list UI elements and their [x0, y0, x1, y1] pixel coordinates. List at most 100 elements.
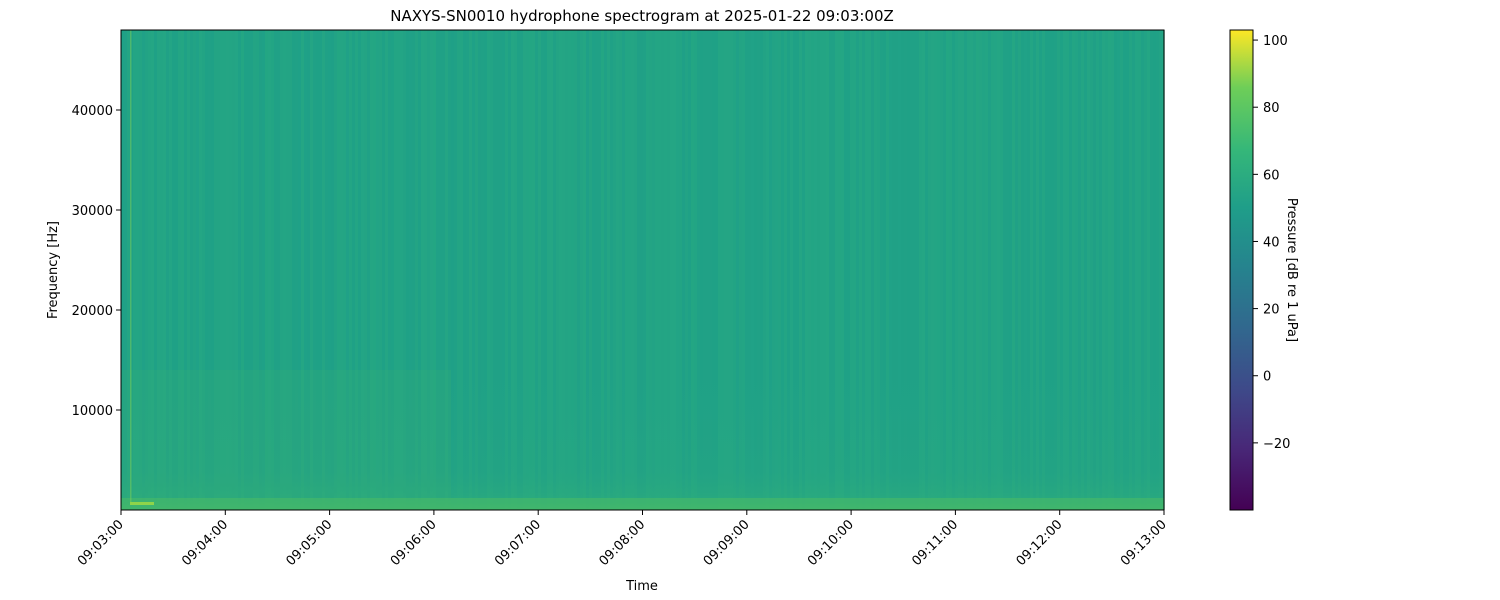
spectrogram-column — [739, 30, 742, 510]
spectrogram-column — [997, 30, 1000, 510]
x-tick-label: 09:08:00 — [596, 517, 648, 569]
spectrogram-column — [358, 30, 361, 510]
spectrogram-column — [844, 30, 847, 510]
colorbar-tick-label: 0 — [1263, 370, 1271, 385]
spectrogram-column — [610, 30, 613, 510]
spectrogram-image — [121, 30, 1165, 510]
spectrogram-column — [520, 30, 523, 510]
spectrogram-column — [376, 30, 379, 510]
spectrogram-column — [247, 30, 250, 510]
chart-title: NAXYS-SN0010 hydrophone spectrogram at 2… — [390, 7, 894, 25]
spectrogram-column — [661, 30, 664, 510]
spectrogram-column — [544, 30, 547, 510]
spectrogram-column — [1054, 30, 1057, 510]
spectrogram-column — [883, 30, 886, 510]
spectrogram-column — [979, 30, 982, 510]
spectrogram-column — [802, 30, 805, 510]
spectrogram-column — [898, 30, 901, 510]
spectrogram-column — [364, 30, 367, 510]
spectrogram-column — [388, 30, 391, 510]
spectrogram-column — [1102, 30, 1105, 510]
spectrogram-column — [1060, 30, 1063, 510]
spectrogram-column — [880, 30, 883, 510]
spectrogram-column — [664, 30, 667, 510]
colorbar-tick-label: 60 — [1263, 168, 1280, 183]
spectrogram-column — [406, 30, 409, 510]
spectrogram-column — [961, 30, 964, 510]
spectrogram-column — [274, 30, 277, 510]
spectrogram-column — [517, 30, 520, 510]
spectrogram-column — [484, 30, 487, 510]
spectrogram-column — [385, 30, 388, 510]
x-tick-label: 09:05:00 — [284, 517, 336, 569]
spectrogram-column — [853, 30, 856, 510]
spectrogram-column — [1033, 30, 1036, 510]
spectrogram-column — [361, 30, 364, 510]
x-tick-label: 09:06:00 — [388, 517, 440, 569]
spectrogram-column — [298, 30, 301, 510]
spectrogram-column — [1084, 30, 1087, 510]
spectrogram-column — [568, 30, 571, 510]
spectrogram-column — [514, 30, 517, 510]
spectrogram-column — [535, 30, 538, 510]
spectrogram-column — [349, 30, 352, 510]
spectrogram-column — [991, 30, 994, 510]
spectrogram-column — [310, 30, 313, 510]
spectrogram-column — [151, 30, 154, 510]
spectrogram-column — [271, 30, 274, 510]
spectrogram-column — [142, 30, 145, 510]
spectrogram-column — [754, 30, 757, 510]
spectrogram-column — [700, 30, 703, 510]
spectrogram-column — [1018, 30, 1021, 510]
spectrogram-column — [472, 30, 475, 510]
spectrogram-column — [718, 30, 721, 510]
spectrogram-column — [1159, 30, 1162, 510]
spectrogram-column — [607, 30, 610, 510]
spectrogram-column — [277, 30, 280, 510]
colorbar: −20 0 20 40 60 80 100 Pressure [dB re 1 uPa] — [1229, 29, 1299, 511]
spectrogram-column — [526, 30, 529, 510]
spectrogram-column — [1069, 30, 1072, 510]
spectrogram-column — [403, 30, 406, 510]
spectrogram-column — [901, 30, 904, 510]
spectrogram-column — [868, 30, 871, 510]
spectrogram-column — [886, 30, 889, 510]
spectrogram-column — [697, 30, 700, 510]
spectrogram-column — [205, 30, 208, 510]
spectrogram-column — [862, 30, 865, 510]
spectrogram-column — [691, 30, 694, 510]
spectrogram-column — [454, 30, 457, 510]
spectrogram-column — [730, 30, 733, 510]
spectrogram-column — [1027, 30, 1030, 510]
spectrogram-column — [1036, 30, 1039, 510]
spectrogram-column — [133, 30, 136, 510]
spectrogram-column — [793, 30, 796, 510]
y-tick-label: 10000 — [72, 404, 113, 419]
spectrogram-column — [316, 30, 319, 510]
spectrogram-column — [574, 30, 577, 510]
spectrogram-column — [541, 30, 544, 510]
spectrogram-column — [778, 30, 781, 510]
spectrogram-column — [757, 30, 760, 510]
spectrogram-column — [1105, 30, 1108, 510]
spectrogram-column — [379, 30, 382, 510]
spectrogram-column — [733, 30, 736, 510]
spectrogram-column — [256, 30, 259, 510]
spectrogram-column — [835, 30, 838, 510]
spectrogram-column — [925, 30, 928, 510]
spectrogram-column — [1024, 30, 1027, 510]
spectrogram-column — [343, 30, 346, 510]
spectrogram-column — [469, 30, 472, 510]
spectrogram-column — [1006, 30, 1009, 510]
spectrogram-column — [796, 30, 799, 510]
spectrogram-column — [1099, 30, 1102, 510]
spectrogram-column — [262, 30, 265, 510]
spectrogram-column — [736, 30, 739, 510]
spectrogram-column — [391, 30, 394, 510]
spectrogram-column — [970, 30, 973, 510]
spectrogram-column — [850, 30, 853, 510]
spectrogram-column — [856, 30, 859, 510]
spectrogram-column — [148, 30, 151, 510]
spectrogram-column — [769, 30, 772, 510]
spectrogram-column — [628, 30, 631, 510]
